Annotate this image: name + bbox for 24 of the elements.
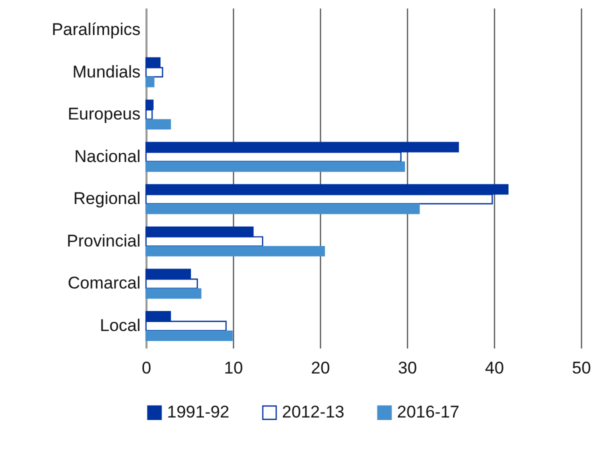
y-tick-label: Comarcal [68, 274, 140, 293]
y-tick-label: Regional [73, 189, 140, 208]
bar [145, 76, 154, 88]
x-tick-label: 30 [398, 358, 417, 378]
y-tick-label: Mundials [72, 62, 140, 82]
bar [145, 204, 420, 214]
y-tick-label: Europeus [68, 104, 140, 124]
bar [145, 119, 171, 130]
bar [145, 161, 405, 172]
y-tick-label: Nacional [74, 146, 140, 166]
legend-label: 2016-17 [397, 402, 460, 422]
y-tick-label: Local [100, 316, 140, 336]
bar [145, 246, 325, 256]
y-tick-label: Paralímpics [52, 20, 140, 39]
bar [145, 330, 233, 341]
y-tick-label: Provincial [66, 231, 140, 250]
x-tick-label: 10 [224, 358, 243, 378]
bar [145, 288, 202, 299]
legend-label: 2012-13 [282, 402, 344, 422]
x-tick-label: 0 [142, 358, 152, 378]
legend-label: 1991-92 [167, 402, 230, 422]
x-tick-label: 40 [485, 358, 504, 378]
x-tick-label: 20 [311, 358, 330, 378]
x-tick-label: 50 [572, 358, 591, 378]
